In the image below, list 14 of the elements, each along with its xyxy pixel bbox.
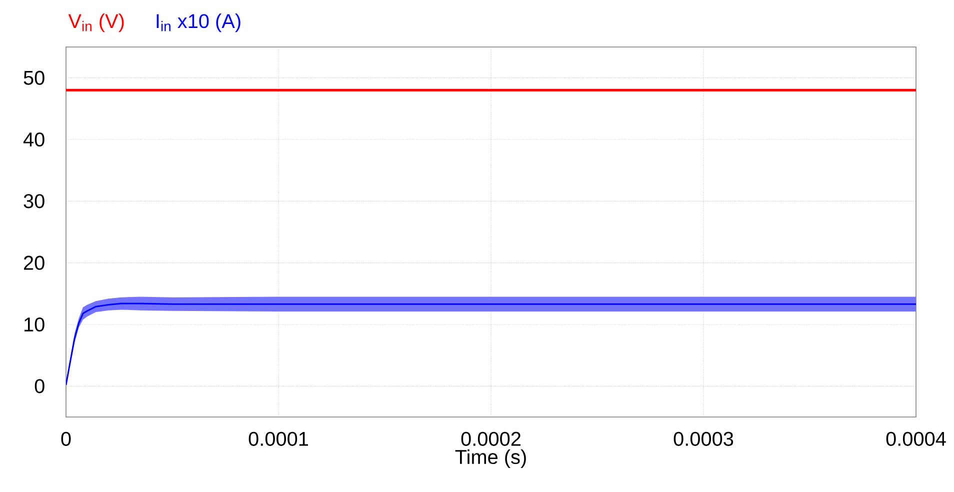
text: I$_{in}$ x10 (A): [156, 14, 240, 32]
x-axis-title: Time (s): [455, 449, 526, 468]
x-tick-label: 0.0001: [248, 432, 308, 446]
x-tick-label: 0.0004: [886, 432, 946, 446]
y-tick-label: 40: [23, 132, 44, 147]
x-tick-label: 0.0003: [674, 432, 734, 446]
x-tick-label: 0.0002: [461, 432, 520, 446]
x-tick-label: 0: [61, 432, 71, 446]
y-tick-label: 20: [24, 256, 44, 270]
y-tick-label: 0: [34, 379, 44, 394]
text: V$_{in}$ (V): [68, 14, 124, 32]
y-tick-label: 50: [24, 70, 44, 85]
y-tick-label: 10: [24, 317, 44, 332]
y-tick-label: 30: [24, 194, 44, 208]
